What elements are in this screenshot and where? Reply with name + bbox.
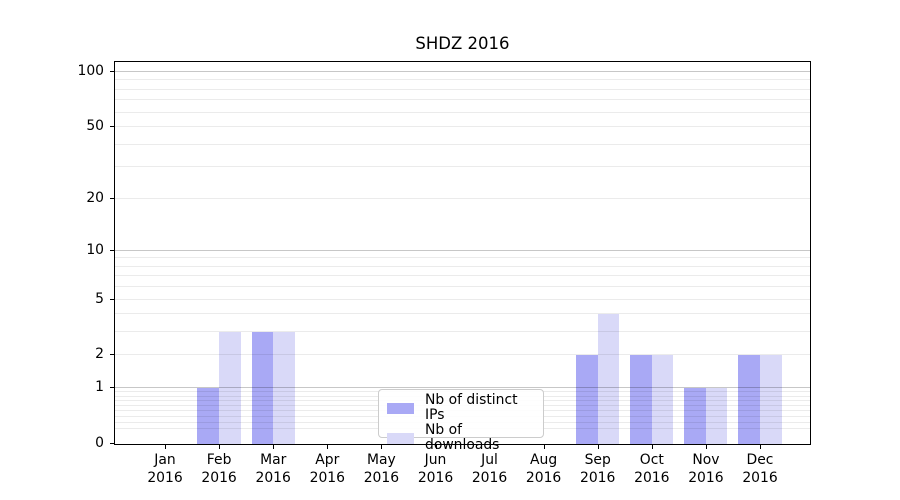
x-tick-label: Jul 2016: [471, 452, 508, 486]
chart-title: SHDZ 2016: [415, 34, 510, 53]
y-tick-label: 100: [77, 63, 104, 79]
gridline-minor: [115, 265, 810, 267]
x-tick-label: Dec 2016: [742, 452, 778, 486]
gridline-major: [115, 387, 810, 389]
bar-downloads-sep: [597, 314, 620, 444]
bar-distinct-ips-mar: [251, 332, 274, 444]
y-tick-mark: [110, 298, 114, 300]
gridline-minor: [115, 197, 810, 199]
legend-label-downloads: Nb of downloads: [425, 422, 500, 453]
gridline-minor: [115, 286, 810, 288]
y-tick-mark: [110, 387, 114, 389]
bar-distinct-ips-nov: [684, 388, 706, 444]
y-tick-label: 20: [86, 189, 104, 206]
legend-swatch-downloads: [387, 432, 414, 444]
bar-downloads-mar: [273, 332, 295, 444]
legend-item-distinct-ips: Nb of distinct IPs: [387, 393, 535, 423]
x-tick-label: Sep 2016: [580, 452, 616, 486]
y-tick-mark: [110, 249, 114, 251]
legend: Nb of distinct IPs Nb of downloads: [378, 389, 544, 453]
gridline-minor: [115, 331, 810, 333]
legend-swatch-distinct-ips: [387, 402, 414, 414]
x-tick-label: Jan 2016: [147, 452, 183, 486]
gridline-minor: [115, 166, 810, 168]
gridline-minor: [115, 298, 810, 300]
bar-downloads-dec: [759, 355, 782, 444]
bar-downloads-nov: [705, 388, 728, 444]
x-tick-label: Jun 2016: [417, 452, 454, 486]
x-tick-mark: [435, 445, 437, 449]
bar-distinct-ips-dec: [738, 355, 760, 444]
x-tick-mark: [705, 445, 707, 449]
gridline-minor: [115, 79, 810, 81]
x-tick-mark: [219, 445, 221, 449]
bar-distinct-ips-feb: [197, 388, 220, 444]
x-tick-mark: [597, 445, 599, 449]
y-tick-mark: [110, 197, 114, 199]
gridline-minor: [115, 111, 810, 113]
x-tick-label: Mar 2016: [255, 452, 291, 486]
gridline-minor: [115, 143, 810, 145]
bar-downloads-feb: [219, 332, 241, 444]
y-tick-label: 2: [95, 346, 104, 363]
y-tick-label: 0: [95, 435, 104, 451]
gridline-minor: [115, 126, 810, 128]
x-tick-mark: [543, 445, 545, 449]
x-tick-label: Oct 2016: [634, 452, 670, 486]
x-tick-label: Apr 2016: [309, 452, 345, 486]
plot-area: [114, 61, 811, 445]
gridline-minor: [115, 88, 810, 90]
y-tick-label: 5: [95, 290, 104, 307]
x-tick-label: Aug 2016: [525, 452, 562, 486]
x-tick-label: Feb 2016: [201, 452, 237, 486]
gridline-major: [115, 249, 810, 251]
gridline-minor: [115, 354, 810, 356]
y-tick-label: 50: [86, 118, 104, 135]
bar-downloads-oct: [651, 355, 674, 444]
x-tick-mark: [651, 445, 653, 449]
x-tick-label: Nov 2016: [688, 452, 724, 486]
x-tick-mark: [760, 445, 761, 449]
y-tick-label: 1: [95, 379, 104, 396]
x-tick-mark: [381, 445, 383, 449]
x-tick-label: May 2016: [363, 452, 400, 486]
gridline-minor: [115, 275, 810, 277]
bar-distinct-ips-sep: [576, 355, 598, 444]
bar-distinct-ips-oct: [630, 355, 652, 444]
x-tick-mark: [273, 445, 275, 449]
y-tick-mark: [110, 71, 114, 72]
y-tick-mark: [110, 354, 114, 356]
x-tick-mark: [327, 445, 329, 449]
gridline-major: [115, 71, 810, 72]
gridline-minor: [115, 313, 810, 315]
y-tick-mark: [110, 443, 114, 444]
y-tick-mark: [110, 126, 114, 128]
x-tick-mark: [165, 445, 166, 449]
legend-label-distinct-ips: Nb of distinct IPs: [425, 392, 518, 423]
gridline-minor: [115, 99, 810, 101]
legend-item-downloads: Nb of downloads: [387, 423, 535, 453]
y-tick-label: 10: [86, 241, 104, 258]
x-tick-mark: [489, 445, 491, 449]
gridline-minor: [115, 257, 810, 259]
